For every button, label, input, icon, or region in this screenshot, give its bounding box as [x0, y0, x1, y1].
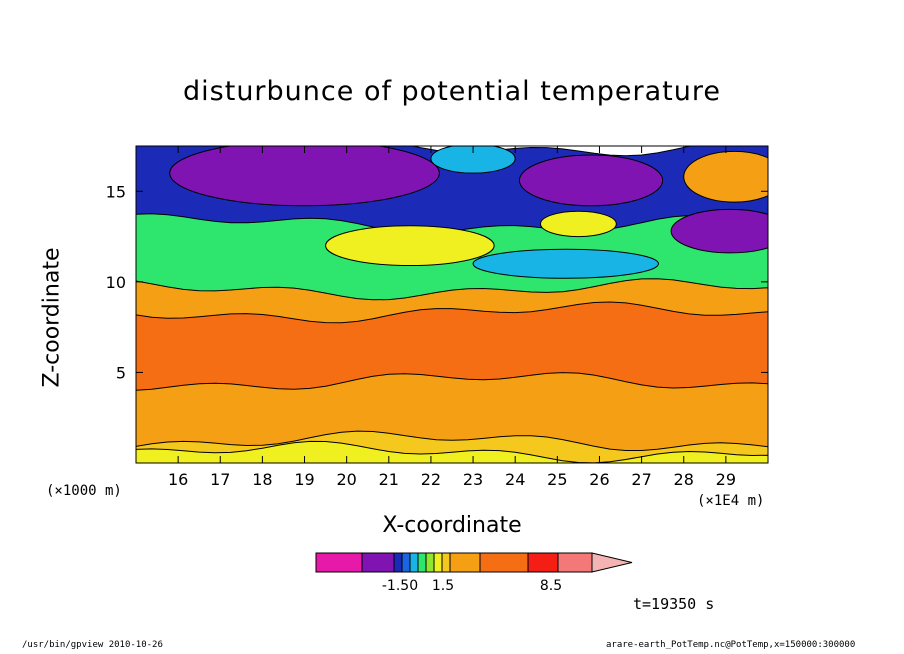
colorbar-swatch [417, 552, 427, 573]
y-axis-label: Z-coordinate [39, 247, 65, 388]
y-tick-label: 15 [106, 182, 126, 201]
plot-frame [135, 145, 769, 464]
colorbar-swatch [449, 552, 481, 573]
colorbar-swatch [527, 552, 559, 573]
colorbar-swatch [401, 552, 411, 573]
colorbar-swatch [409, 552, 419, 573]
colorbar-swatch [557, 552, 593, 573]
x-tick-label: 18 [252, 470, 272, 489]
x-tick-label: 28 [674, 470, 694, 489]
colorbar-swatch [315, 552, 363, 573]
x-axis-label: X-coordinate [382, 513, 522, 538]
footer-right: arare-earth_PotTemp.nc@PotTemp,x=150000:… [606, 640, 856, 650]
y-tick-label: 5 [116, 363, 126, 382]
x-tick-label: 26 [589, 470, 609, 489]
x-tick-label: 20 [336, 470, 356, 489]
colorbar-swatch [393, 552, 403, 573]
x-tick-label: 21 [379, 470, 399, 489]
orange-blob-right [683, 150, 768, 203]
y-unit-label: (×1000 m) [46, 483, 122, 499]
contour-layer-lower-orange [136, 372, 768, 463]
yellow-blob-small [539, 210, 617, 238]
time-annotation: t=19350 s [633, 595, 715, 613]
x-tick-label: 22 [421, 470, 441, 489]
x-tick-label: 24 [505, 470, 525, 489]
x-tick-label: 23 [463, 470, 483, 489]
colorbar-swatch [361, 552, 395, 573]
colorbar-arrow [591, 552, 633, 573]
cyan-blob [472, 248, 659, 279]
x-tick-label: 25 [547, 470, 567, 489]
x-tick-label: 17 [210, 470, 230, 489]
contour-layer-bottom-band-1 [136, 440, 768, 463]
purple-blob-left [169, 146, 440, 207]
x-tick-label: 27 [631, 470, 651, 489]
colorbar-swatch [441, 552, 451, 573]
colorbar-level-label: 1.5 [432, 578, 454, 594]
yellow-blob-mid [325, 225, 495, 267]
colorbar-swatch [479, 552, 529, 573]
colorbar-swatch [425, 552, 435, 573]
colorbar-swatch [433, 552, 443, 573]
x-tick-label: 29 [716, 470, 736, 489]
x-tick-label: 16 [168, 470, 188, 489]
purple-blob-right [670, 208, 768, 254]
x-unit-label: (×1E4 m) [697, 493, 765, 509]
colorbar-level-label: 8.5 [540, 578, 562, 594]
colorbar-level-label: -1.50 [382, 578, 418, 594]
x-tick-label: 19 [294, 470, 314, 489]
purple-blob-center [518, 154, 664, 207]
footer-left: /usr/bin/gpview 2010-10-26 [22, 640, 163, 650]
cyan-blob-top [430, 146, 516, 174]
chart-title: disturbunce of potential temperature [183, 76, 721, 107]
y-tick-label: 10 [106, 273, 126, 292]
